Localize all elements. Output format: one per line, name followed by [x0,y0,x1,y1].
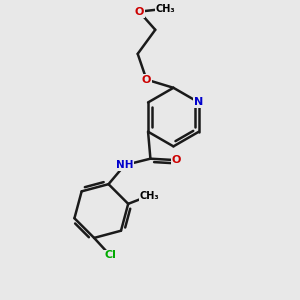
Text: N: N [194,98,203,107]
Text: CH₃: CH₃ [156,4,175,14]
Text: O: O [134,7,144,16]
Text: Cl: Cl [104,250,116,260]
Text: CH₃: CH₃ [140,190,159,201]
Text: O: O [142,75,151,85]
Text: O: O [172,155,181,165]
Text: NH: NH [116,160,134,170]
